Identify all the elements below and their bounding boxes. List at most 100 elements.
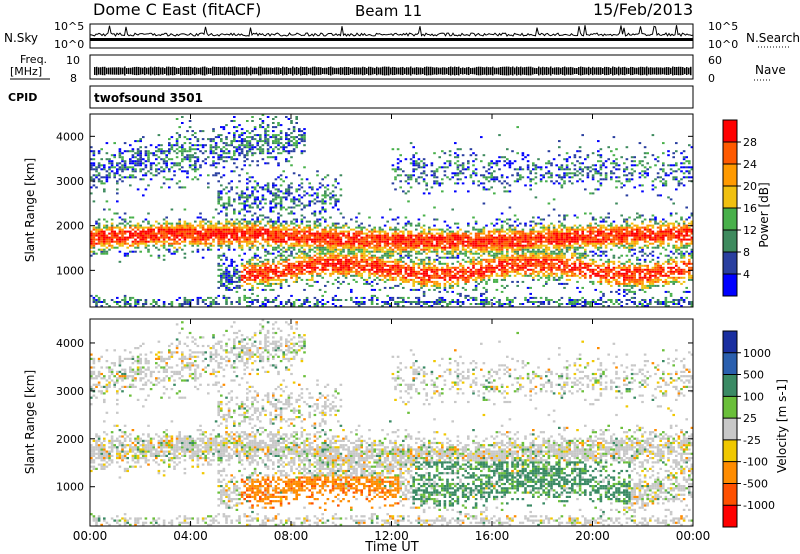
power-cell (490, 260, 493, 263)
power-cell (430, 266, 434, 269)
power-cell (110, 154, 114, 157)
power-cell (368, 244, 371, 247)
power-cell (191, 156, 194, 159)
power-cell (508, 230, 512, 233)
power-cell (108, 240, 111, 243)
power-cell (220, 190, 223, 193)
power-cell (225, 152, 228, 155)
power-cell (485, 238, 488, 241)
power-cell (308, 260, 311, 263)
power-cell (329, 238, 332, 241)
power-cell (396, 222, 400, 225)
power-cell (386, 242, 389, 245)
power-cell (292, 230, 296, 233)
power-cell (428, 280, 431, 283)
power-cell (168, 238, 171, 241)
power-cell (324, 242, 327, 245)
power-cell (344, 256, 348, 259)
power-cell (264, 140, 267, 143)
power-cell (506, 296, 509, 299)
power-cell (230, 258, 233, 261)
power-cell (279, 190, 283, 193)
power-cell (298, 305, 301, 307)
power-cell (147, 228, 150, 231)
power-cell (266, 232, 270, 235)
power-cell (402, 246, 405, 249)
power-cell (266, 186, 270, 189)
power-cell (168, 226, 171, 229)
power-cell (274, 220, 278, 223)
power-cell (456, 240, 460, 243)
power-cell (233, 138, 236, 141)
power-cell (162, 254, 166, 257)
power-cell (433, 288, 436, 291)
power-cell (178, 246, 181, 249)
power-cell (430, 162, 434, 165)
freq-sample (610, 67, 612, 75)
power-cell (217, 232, 220, 235)
power-cell (448, 266, 452, 269)
power-cell (339, 258, 343, 261)
power-cell (259, 226, 262, 229)
power-cell (503, 244, 506, 247)
power-cell (399, 272, 402, 275)
power-cell (334, 299, 337, 301)
power-cell (417, 282, 421, 285)
power-cell (131, 168, 135, 171)
power-cell (222, 202, 226, 205)
power-cell (305, 256, 309, 259)
power-cell (272, 299, 275, 301)
power-cell (238, 299, 241, 301)
power-cell (272, 276, 275, 279)
power-cell (472, 252, 475, 255)
power-cell (365, 254, 369, 257)
power-cell (92, 162, 96, 165)
power-cell (152, 232, 155, 235)
power-cell (266, 260, 270, 263)
freq-sample (478, 66, 480, 76)
power-cell (253, 196, 257, 199)
power-cell (370, 264, 374, 267)
power-cell (498, 238, 501, 241)
power-cell (446, 270, 449, 273)
freq-sample (248, 67, 250, 75)
power-cell (464, 230, 467, 233)
power-cell (394, 270, 397, 273)
power-cell (212, 140, 215, 143)
power-cell (480, 258, 483, 261)
power-cell (253, 299, 257, 301)
power-cell (209, 144, 213, 147)
power-cell (311, 276, 314, 279)
power-cell (123, 238, 127, 241)
power-cell (113, 142, 116, 145)
power-cell (425, 240, 428, 243)
freq-sample (420, 67, 422, 75)
power-cell (201, 226, 205, 229)
power-cell (266, 240, 270, 243)
power-cell (251, 218, 254, 221)
power-cell (506, 254, 509, 257)
power-cell (386, 238, 389, 241)
freq-sample (490, 67, 492, 75)
freq-sample (444, 67, 446, 75)
power-cell (485, 299, 488, 301)
power-cell (181, 158, 184, 161)
power-cell (399, 248, 402, 251)
power-cell (435, 299, 439, 301)
power-cell (188, 242, 192, 245)
power-cell (274, 188, 278, 191)
power-cell (506, 299, 509, 301)
power-cell (329, 240, 332, 243)
power-cell (334, 268, 337, 271)
power-cell (376, 248, 379, 251)
power-cell (201, 301, 205, 303)
power-cell (370, 288, 374, 291)
power-cell (420, 258, 423, 261)
power-cell (365, 262, 369, 265)
power-cell (108, 168, 111, 171)
power-cell (482, 226, 486, 229)
power-cell (409, 301, 413, 303)
power-cell (298, 244, 301, 247)
power-cell (282, 236, 285, 239)
power-cell (225, 234, 228, 237)
